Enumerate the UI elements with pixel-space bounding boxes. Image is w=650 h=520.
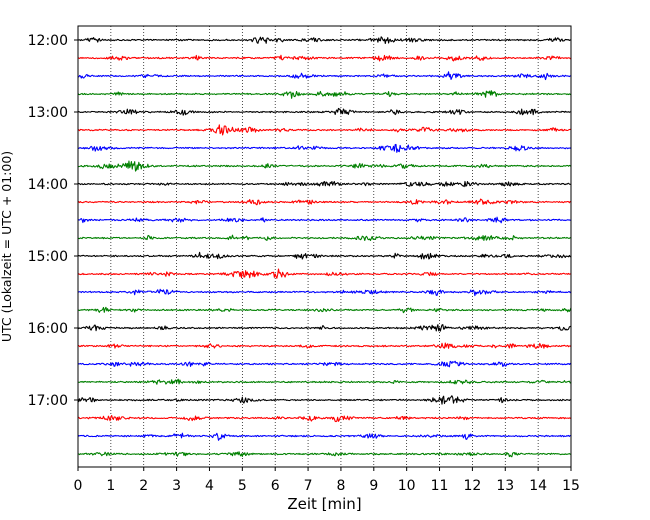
x-tick-label: 9: [369, 478, 378, 494]
y-tick-label: 14:00: [28, 177, 68, 193]
x-tick-label: 10: [398, 478, 416, 494]
x-tick-label: 2: [139, 478, 148, 494]
x-tick-label: 12: [463, 478, 481, 494]
trace-line: [77, 414, 572, 423]
x-tick-label: 11: [431, 478, 449, 494]
trace-line: [77, 432, 572, 441]
plot-frame: [77, 25, 572, 468]
trace-line: [77, 71, 572, 81]
trace-line: [77, 107, 572, 116]
trace-line: [77, 143, 572, 153]
y-tick-label: 15:00: [28, 249, 68, 265]
y-tick-label: 12:00: [28, 33, 68, 49]
trace-line: [77, 360, 572, 368]
y-axis-ticks: 12:00 13:00 14:00 15:00 16:00 17:00: [28, 33, 78, 409]
x-tick-label: 14: [529, 478, 547, 494]
x-axis-label: Zeit [min]: [287, 495, 361, 513]
x-tick-label: 5: [238, 478, 247, 494]
x-tick-label: 4: [205, 478, 214, 494]
x-tick-label: 8: [336, 478, 345, 494]
trace-line: [77, 342, 572, 349]
y-tick-label: 13:00: [28, 105, 68, 121]
x-tick-label: 0: [74, 478, 83, 494]
trace-line: [77, 306, 572, 314]
trace-line: [77, 216, 571, 224]
y-axis-label: UTC (Lokalzeit = UTC + 01:00): [0, 151, 14, 342]
x-axis-ticks: 0 1 2 3 4 5 6 7 8 9 10 11 12 13 14 15: [74, 467, 580, 494]
trace-line: [77, 451, 572, 458]
trace-line: [77, 251, 572, 260]
x-tick-label: 15: [562, 478, 580, 494]
y-tick-label: 16:00: [28, 321, 68, 337]
x-tick-label: 13: [496, 478, 514, 494]
x-tick-label: 7: [304, 478, 313, 494]
trace-line: [77, 268, 572, 279]
trace-line: [77, 90, 572, 99]
trace-line: [77, 160, 572, 172]
trace-line: [77, 36, 572, 45]
trace-line: [77, 395, 572, 405]
seismogram-traces: [77, 36, 572, 458]
x-tick-label: 3: [172, 478, 181, 494]
trace-line: [77, 124, 572, 136]
trace-line: [77, 234, 572, 242]
x-tick-label: 6: [271, 478, 280, 494]
trace-line: [77, 288, 572, 297]
trace-line: [77, 378, 572, 385]
trace-line: [77, 54, 572, 62]
trace-line: [77, 198, 572, 206]
trace-line: [77, 180, 572, 188]
trace-line: [77, 324, 572, 332]
y-tick-label: 17:00: [28, 393, 68, 409]
x-tick-label: 1: [106, 478, 115, 494]
